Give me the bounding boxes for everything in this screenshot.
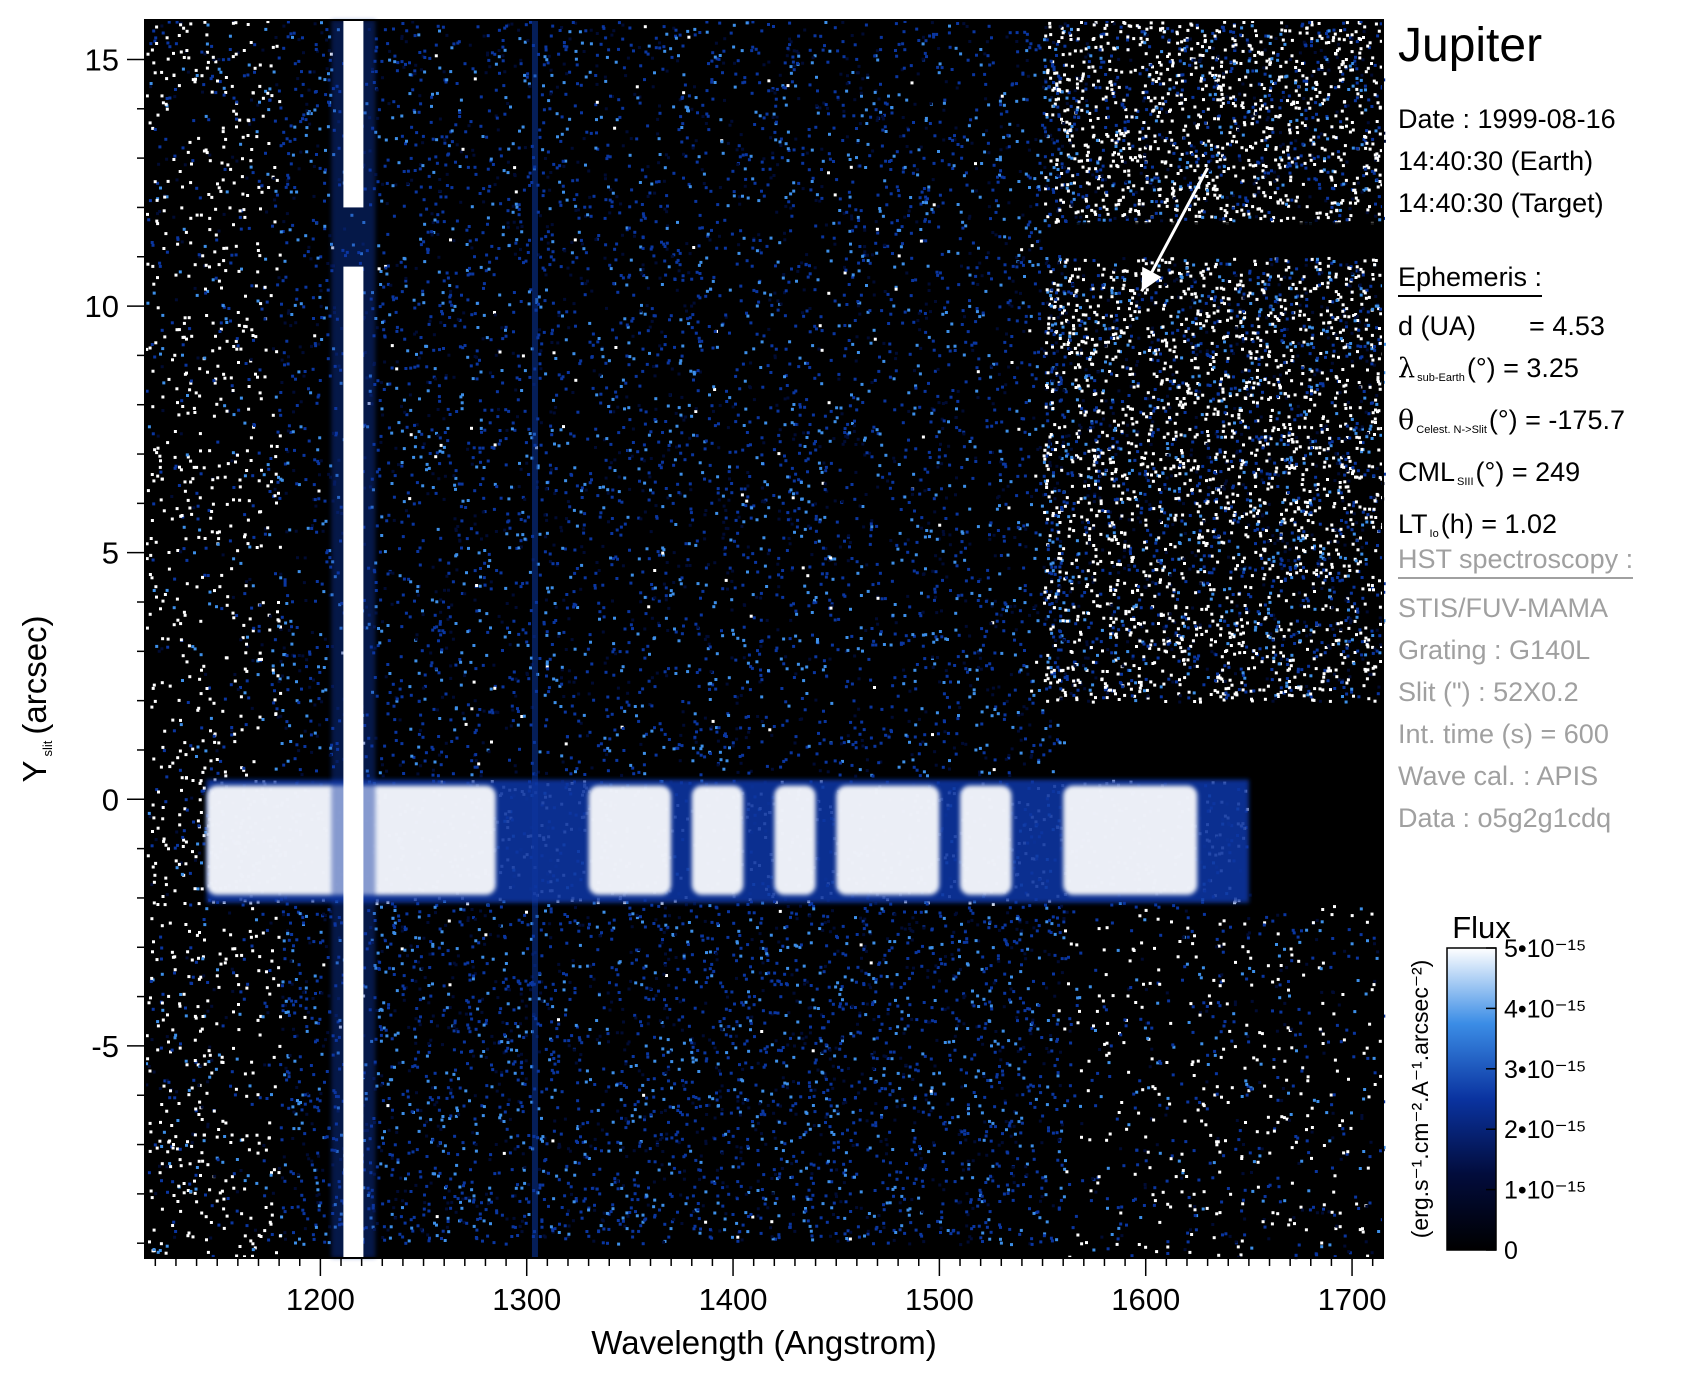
speckle-upper-disk: [279, 20, 1066, 778]
colorbar-tick-label: 3•10⁻¹⁵: [1504, 1056, 1586, 1084]
noise-speckle: [145, 20, 1386, 1261]
y-tick-label: 10: [85, 289, 119, 324]
disk-emission-blob: [691, 785, 744, 895]
x-tick-label: 1400: [699, 1282, 768, 1317]
colorbar-label: (erg.s⁻¹.cm⁻².A⁻¹.arcsec⁻²): [1407, 960, 1433, 1239]
speckle-aurora-top: [1042, 20, 1386, 226]
lambda-subscript: sub-Earth: [1417, 372, 1465, 384]
x-tick-label: 1500: [905, 1282, 974, 1317]
x-tick-label: 1700: [1318, 1282, 1387, 1317]
instrument-block: HST spectroscopy : STIS/FUV-MAMA Grating…: [1398, 538, 1634, 839]
time-earth-line: 14:40:30 (Earth): [1398, 146, 1594, 176]
disk-band: [206, 779, 1249, 903]
instrument-heading: HST spectroscopy :: [1398, 543, 1634, 579]
colorbar-gradient: [1446, 947, 1497, 1251]
aurora-arrow-head: [1141, 266, 1162, 292]
disk-emission-blob: [774, 785, 816, 895]
plot-frame: [144, 19, 1384, 1259]
distance-line: d (UA) = 4.53: [1398, 305, 1625, 347]
int-time-line: Int. time (s) = 600: [1398, 719, 1609, 749]
ephemeris-block: Ephemeris : d (UA) = 4.53 λ sub-Earth(°) …: [1398, 256, 1625, 555]
time-target-line: 14:40:30 (Target): [1398, 188, 1604, 218]
theta-line: θ Celest. N->Slit(°) = -175.7: [1398, 399, 1625, 451]
cml-line: CML SIII(°) = 249: [1398, 451, 1625, 503]
plot-background: [145, 20, 1383, 1258]
lt-label: LT: [1398, 509, 1428, 539]
y-axis-label: Yslit(arcsec): [16, 615, 55, 782]
theta-value: (°) = -175.7: [1488, 405, 1625, 435]
oi-emission-line: [531, 20, 538, 1258]
disk-emission-blob: [1063, 785, 1198, 895]
lt-line: LT Io(h) = 1.02: [1398, 503, 1625, 555]
cml-label: CML: [1398, 457, 1456, 487]
colorbar-tick-label: 1•10⁻¹⁵: [1504, 1177, 1586, 1205]
x-tick-label: 1300: [492, 1282, 561, 1317]
theta-subscript: Celest. N->Slit: [1416, 424, 1487, 436]
colorbar-tick-label: 2•10⁻¹⁵: [1504, 1116, 1586, 1144]
lyman-alpha-line-top: [343, 20, 364, 208]
aurora-arrow: [1140, 167, 1209, 292]
colorbar-tick-label: 5•10⁻¹⁵: [1504, 935, 1586, 963]
x-tick-label: 1200: [286, 1282, 355, 1317]
speckle-aurora-main: [1042, 256, 1386, 704]
theta-symbol: θ: [1398, 405, 1415, 436]
colorbar-tick-label: 4•10⁻¹⁵: [1504, 995, 1586, 1023]
y-tick-label: -5: [91, 1029, 119, 1064]
aurora-dark-gap: [1073, 222, 1383, 257]
ephemeris-heading: Ephemeris :: [1398, 261, 1543, 297]
lambda-symbol: λ: [1398, 353, 1416, 384]
colorbar-title: Flux: [1452, 910, 1511, 945]
plot-area: [145, 20, 1386, 1261]
observation-info: Date : 1999-08-16 14:40:30 (Earth) 14:40…: [1398, 98, 1616, 224]
cml-subscript: SIII: [1457, 476, 1474, 488]
date-line: Date : 1999-08-16: [1398, 104, 1616, 134]
speckle-left-limb: [145, 20, 283, 1261]
axes: 1200 1300 1400 1500 1600 1700 Wavelength (Angs…: [16, 19, 1387, 1361]
lambda-line: λ sub-Earth(°) = 3.25: [1398, 347, 1625, 399]
lyman-alpha-line: [343, 266, 364, 1259]
cml-value: (°) = 249: [1475, 457, 1581, 487]
colorbar: Flux 0 1•10⁻¹⁵ 2•10⁻¹⁵ 3•10⁻¹⁵ 4•10⁻¹⁵ 5•10⁻¹⁵…: [1407, 910, 1586, 1265]
detector-line: STIS/FUV-MAMA: [1398, 593, 1609, 623]
target-title: Jupiter: [1398, 19, 1543, 72]
disk-emission-blob: [588, 785, 672, 895]
wave-cal-line: Wave cal. : APIS: [1398, 761, 1599, 791]
y-tick-label: 5: [102, 536, 119, 571]
colorbar-tick-label: 0: [1504, 1237, 1518, 1265]
distance-value: = 4.53: [1529, 311, 1605, 341]
lambda-value: (°) = 3.25: [1466, 353, 1579, 383]
slit-line: Slit (") : 52X0.2: [1398, 677, 1579, 707]
lt-subscript: Io: [1429, 528, 1439, 540]
y-tick-label: 15: [85, 42, 119, 77]
data-id-line: Data : o5g2g1cdq: [1398, 803, 1612, 833]
disk-emission-blob: [836, 785, 940, 895]
x-axis-label: Wavelength (Angstrom): [591, 1324, 936, 1361]
distance-label: d (UA): [1398, 311, 1477, 341]
disk-emission-blob: [960, 785, 1012, 895]
x-tick-label: 1600: [1111, 1282, 1180, 1317]
y-tick-label: 0: [102, 782, 119, 817]
lt-value: (h) = 1.02: [1440, 509, 1558, 539]
grating-line: Grating : G140L: [1398, 635, 1591, 665]
